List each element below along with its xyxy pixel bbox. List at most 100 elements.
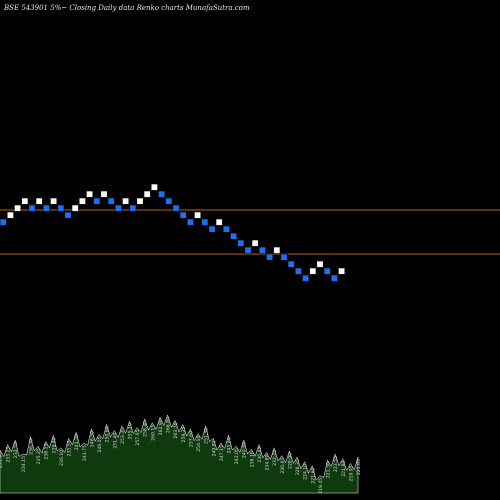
renko-brick-up xyxy=(215,218,223,226)
renko-brick-up xyxy=(100,190,108,198)
volume-label: 231.95 xyxy=(0,452,4,468)
volume-label: 251.35 xyxy=(204,428,210,444)
renko-brick-down xyxy=(230,232,238,240)
volume-label: 238.15 xyxy=(44,443,50,459)
volume-label: 232.55 xyxy=(13,442,19,458)
renko-brick-down xyxy=(222,225,230,233)
volume-label: 241.20 xyxy=(74,434,80,450)
renko-brick-up xyxy=(338,267,346,275)
volume-label: 234.15 xyxy=(21,456,27,472)
volume-label: 250.60 xyxy=(105,426,111,442)
renko-brick-down xyxy=(172,204,180,212)
renko-brick-up xyxy=(6,211,14,219)
renko-bricks xyxy=(0,183,346,282)
renko-brick-up xyxy=(14,204,22,212)
renko-brick-down xyxy=(294,267,302,275)
volume-label: 251.40 xyxy=(112,433,118,449)
volume-label: 234.80 xyxy=(265,454,271,470)
renko-brick-down xyxy=(28,204,36,212)
volume-label: 254.10 xyxy=(196,436,202,452)
volume-label: 226.35 xyxy=(295,459,301,475)
renko-brick-down xyxy=(237,239,245,247)
volume-label: 221.30 xyxy=(326,462,332,478)
renko-brick-down xyxy=(129,204,137,212)
renko-brick-down xyxy=(244,246,252,254)
renko-brick-up xyxy=(194,211,202,219)
volume-label: 239.80 xyxy=(51,437,57,453)
volume-label: 233.25 xyxy=(6,447,12,463)
volume-label: 260.15 xyxy=(150,425,156,441)
volume-label: 253.35 xyxy=(120,428,126,444)
renko-brick-up xyxy=(86,190,94,198)
volume-label: 221.60 xyxy=(310,468,316,484)
volume-label: 249.80 xyxy=(211,440,217,456)
volume-label: 236.10 xyxy=(59,450,65,466)
renko-brick-down xyxy=(165,197,173,205)
volume-label: 235.55 xyxy=(67,440,73,456)
volume-label: 236.45 xyxy=(257,447,263,463)
volume-label: 249.05 xyxy=(97,436,103,452)
volume-label: 224.10 xyxy=(303,464,309,480)
level-lines xyxy=(0,209,500,255)
volume-label: 263.70 xyxy=(173,422,179,438)
volume-label: 235.25 xyxy=(36,448,42,464)
renko-brick-down xyxy=(280,253,288,261)
renko-brick-down xyxy=(258,246,266,254)
renko-brick-down xyxy=(57,204,65,212)
renko-brick-down xyxy=(323,267,331,275)
volume-label: 230.65 xyxy=(280,458,286,474)
renko-brick-up xyxy=(21,197,29,205)
volume-label: 245.40 xyxy=(227,437,233,453)
renko-brick-up xyxy=(35,197,43,205)
renko-brick-up xyxy=(136,197,144,205)
renko-brick-down xyxy=(114,204,122,212)
volume-label: 262.90 xyxy=(158,419,164,435)
volume-label: 257.60 xyxy=(188,431,194,447)
renko-brick-down xyxy=(0,218,7,226)
volume-label: 236.70 xyxy=(29,439,35,455)
renko-brick-down xyxy=(201,218,209,226)
volume-label: 246.50 xyxy=(89,431,95,447)
renko-brick-up xyxy=(50,197,58,205)
volume-label: 247.15 xyxy=(219,445,225,461)
volume-label: 258.40 xyxy=(143,421,149,437)
renko-brick-up xyxy=(150,183,158,191)
renko-brick-up xyxy=(316,260,324,268)
renko-brick-down xyxy=(107,197,115,205)
volume-label: 219.95 xyxy=(348,465,354,481)
renko-brick-down xyxy=(302,274,310,282)
renko-brick-down xyxy=(186,218,194,226)
volume-label: 238.10 xyxy=(249,451,255,467)
volume-label: 228.90 xyxy=(287,453,293,469)
renko-brick-up xyxy=(71,204,79,212)
volume-label: 257.05 xyxy=(135,429,141,445)
renko-brick-up xyxy=(309,267,317,275)
volume-label: 221.80 xyxy=(341,461,347,477)
renko-brick-down xyxy=(208,225,216,233)
volume-label: 266.80 xyxy=(166,417,172,433)
volume-label: 223.55 xyxy=(333,456,339,472)
renko-brick-down xyxy=(287,260,295,268)
volume-label: 243.75 xyxy=(82,445,88,461)
volume-label: 219.45 xyxy=(318,478,324,494)
renko-brick-up xyxy=(251,239,259,247)
volume-label: 240.95 xyxy=(242,442,248,458)
renko-brick-up xyxy=(122,197,130,205)
renko-brick-down xyxy=(93,197,101,205)
volume-label: 221.05 xyxy=(356,459,362,475)
renko-brick-down xyxy=(330,274,338,282)
renko-brick-up xyxy=(273,246,281,254)
renko-brick-down xyxy=(42,204,50,212)
volume-label: 259.25 xyxy=(181,426,187,442)
volume-label: 232.25 xyxy=(272,450,278,466)
volume-label: 243.05 xyxy=(234,448,240,464)
chart-title: BSE 543901 5%~ Closing Daily data Renko … xyxy=(3,4,250,12)
renko-brick-down xyxy=(266,253,274,261)
renko-brick-up xyxy=(143,190,151,198)
volume-area xyxy=(0,414,359,494)
renko-brick-down xyxy=(64,211,72,219)
volume-label: 255.10 xyxy=(128,423,134,439)
